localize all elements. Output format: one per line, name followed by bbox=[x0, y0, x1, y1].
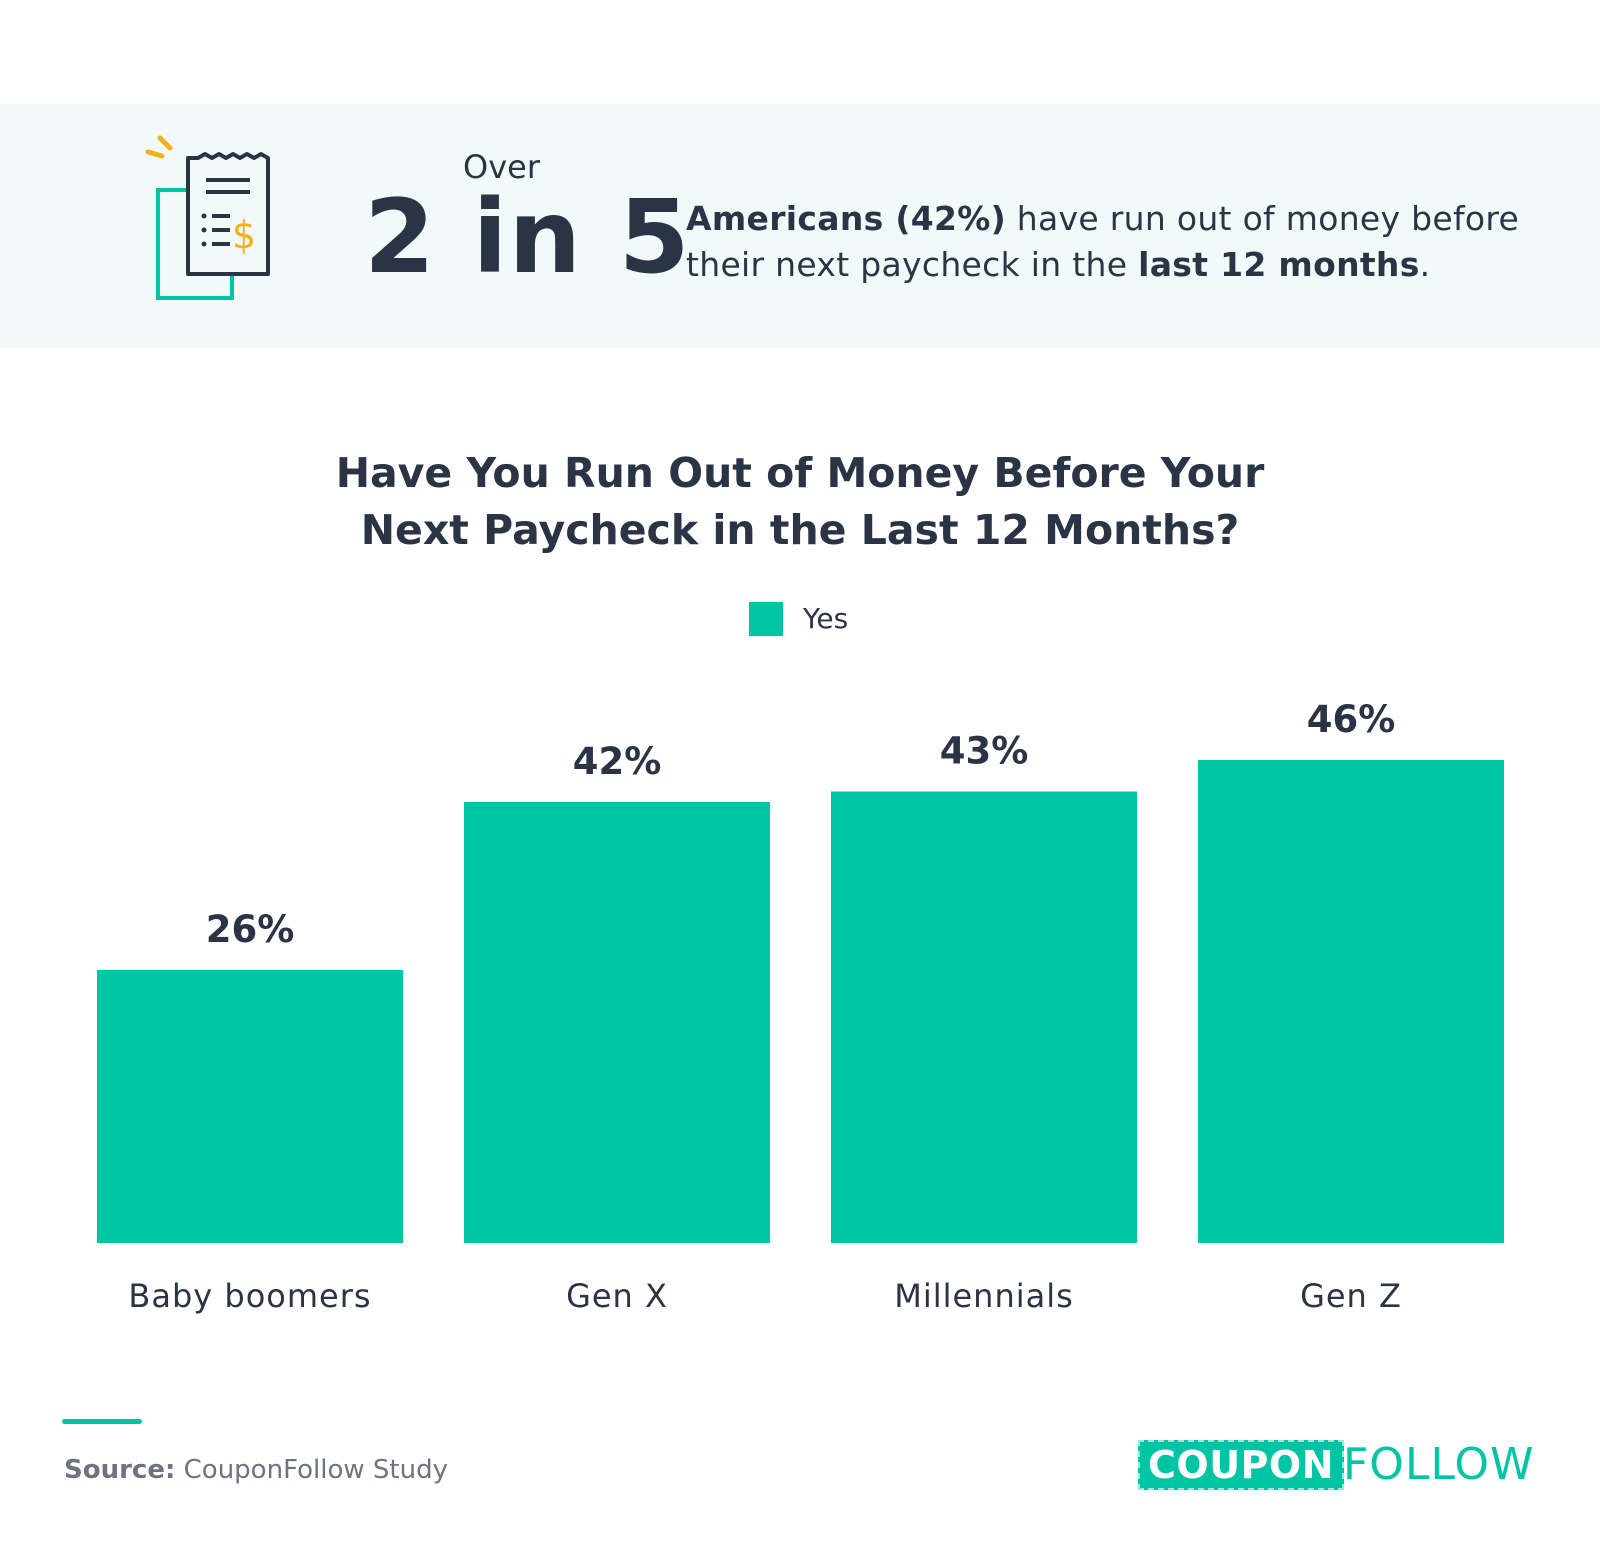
bar-value-label: 46% bbox=[1307, 698, 1396, 741]
bar-chart: 26% Baby boomers 42% Gen X 43% Millennials 46%… bbox=[97, 698, 1504, 1315]
bar-gen-x bbox=[464, 802, 770, 1243]
headline-bold-americans: Americans (42%) bbox=[686, 199, 1006, 238]
receipt-dollar-icon: $ bbox=[145, 135, 270, 300]
source-text: CouponFollow Study bbox=[175, 1455, 448, 1485]
chart-title-line-1: Have You Run Out of Money Before Your bbox=[335, 449, 1265, 497]
category-label: Gen X bbox=[566, 1277, 668, 1315]
headline-end: . bbox=[1419, 245, 1431, 284]
stat-prefix: Over bbox=[463, 148, 540, 186]
bar-value-label: 42% bbox=[573, 740, 662, 783]
svg-text:$: $ bbox=[232, 213, 256, 257]
legend-swatch-yes bbox=[749, 602, 783, 636]
stat-value: 2 in 5 bbox=[364, 178, 691, 297]
source-divider bbox=[62, 1419, 142, 1424]
bar-value-label: 26% bbox=[206, 908, 295, 951]
headline-text: have run out of money before their next … bbox=[686, 199, 1520, 284]
source-label: Source: bbox=[64, 1455, 176, 1485]
stat-headline: Americans (42%) have run out of money be… bbox=[686, 196, 1546, 288]
bar-gen-z bbox=[1198, 760, 1504, 1243]
logo-follow: FOLLOW bbox=[1343, 1439, 1535, 1490]
source-note: Source: CouponFollow Study bbox=[64, 1455, 448, 1485]
legend-label-yes: Yes bbox=[803, 602, 849, 635]
category-label: Baby boomers bbox=[128, 1277, 371, 1315]
bar-baby-boomers bbox=[97, 970, 403, 1243]
chart-title-line-2: Next Paycheck in the Last 12 Months? bbox=[360, 506, 1240, 554]
chart-title: Have You Run Out of Money Before Your Ne… bbox=[0, 445, 1600, 559]
bar-value-label: 43% bbox=[940, 730, 1029, 773]
category-label: Gen Z bbox=[1300, 1277, 1402, 1315]
bar-millennials bbox=[831, 791, 1137, 1243]
category-label: Millennials bbox=[894, 1277, 1074, 1315]
logo-coupon: COUPON bbox=[1138, 1440, 1345, 1490]
headline-bold-period: last 12 months bbox=[1138, 245, 1420, 284]
